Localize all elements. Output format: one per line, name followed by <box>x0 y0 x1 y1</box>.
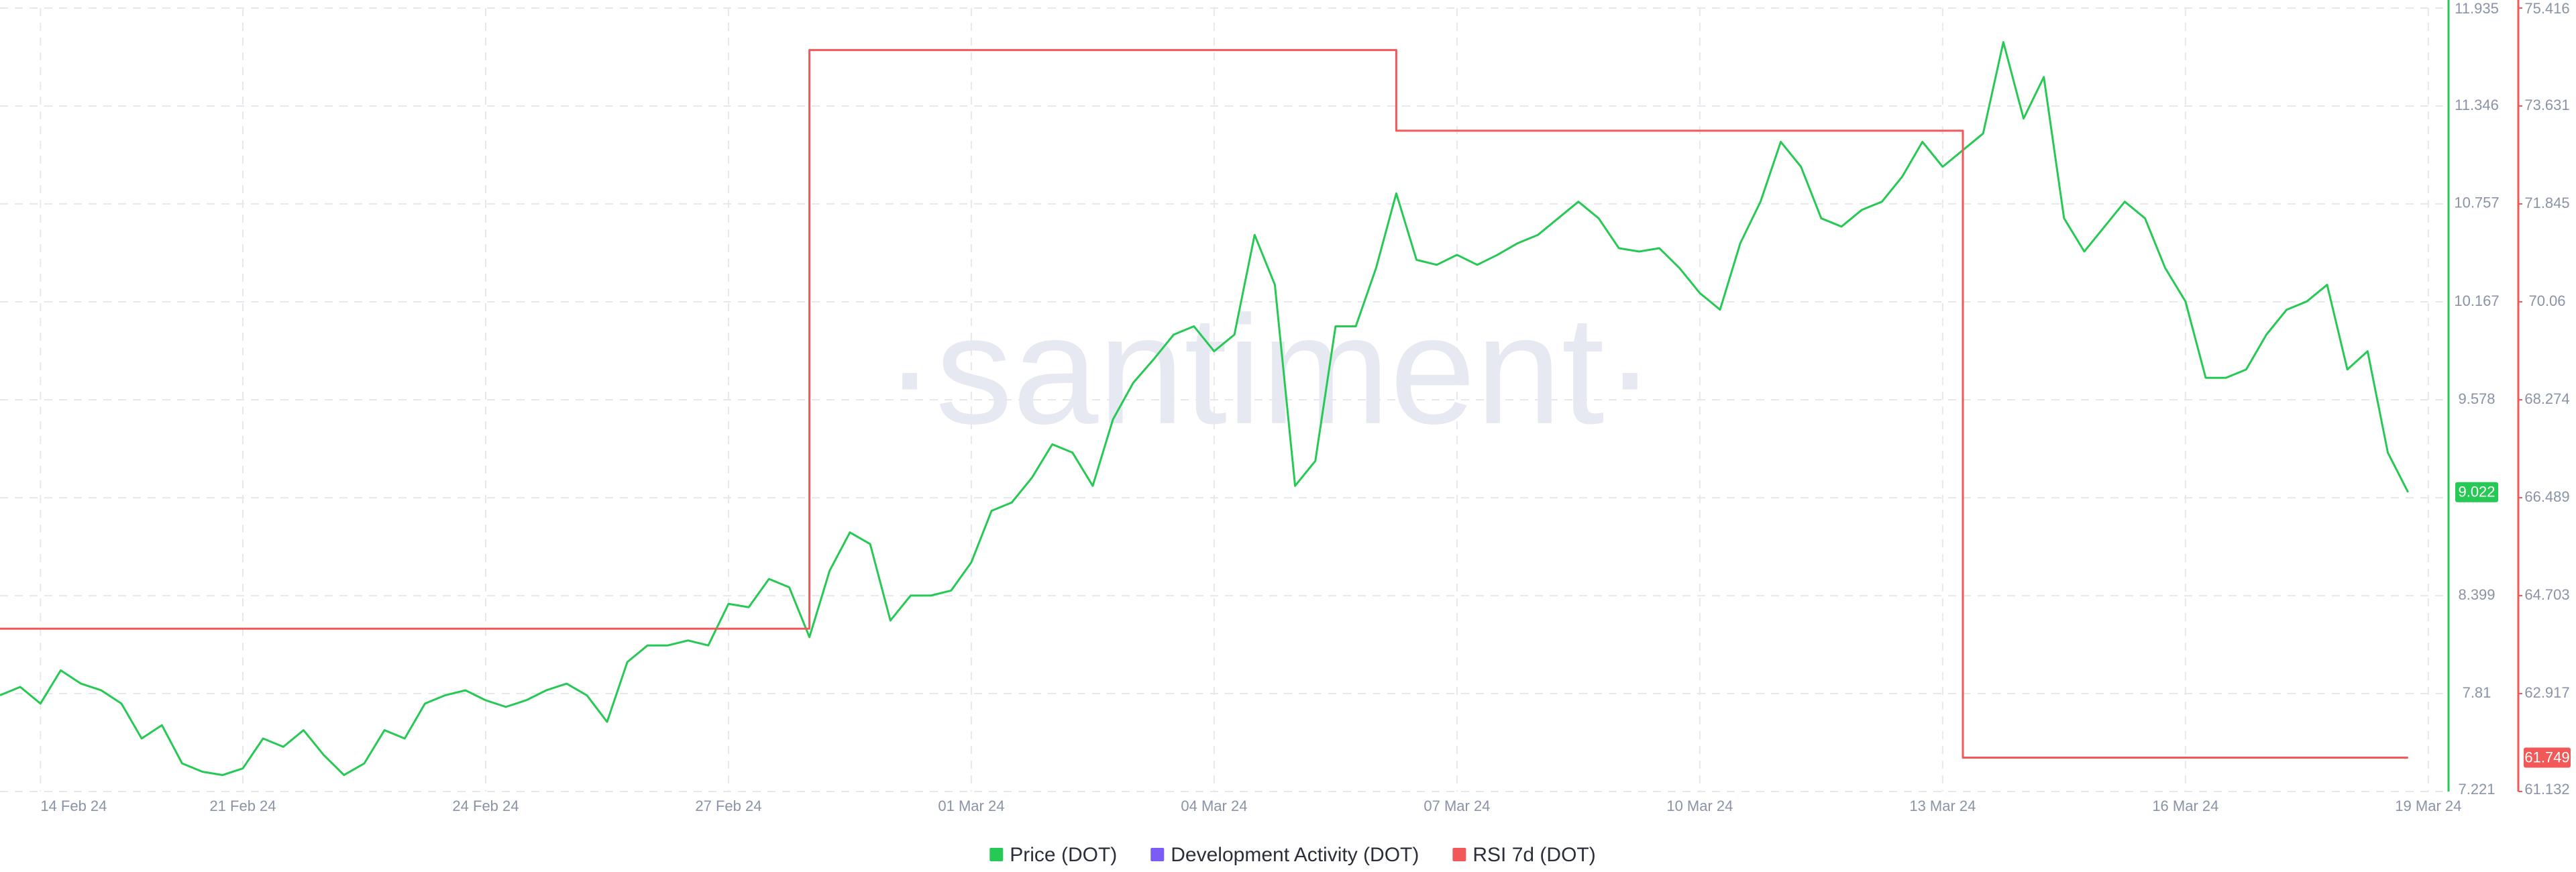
y2-tick-label: 71.845 <box>2524 195 2569 211</box>
x-tick-label: 10 Mar 24 <box>1666 798 1733 814</box>
y2-tick-label: 68.274 <box>2524 390 2569 407</box>
series-line <box>0 49 2408 759</box>
y2-tick-label: 62.917 <box>2524 684 2569 701</box>
y-tick-label: 10.757 <box>2454 195 2499 211</box>
series-line <box>0 41 2410 776</box>
value-badge <box>2524 747 2571 768</box>
y-tick-label: 10.167 <box>2454 292 2499 309</box>
x-tick-label: 07 Mar 24 <box>1424 798 1490 814</box>
x-tick-label: 16 Mar 24 <box>2152 798 2218 814</box>
x-tick-label: 19 Mar 24 <box>2395 798 2461 814</box>
y-tick-label: 11.346 <box>2455 97 2499 113</box>
y-tick-label: 7.221 <box>2458 781 2495 798</box>
y-tick-label: 11.935 <box>2455 0 2499 17</box>
y2-tick-label: 66.489 <box>2524 488 2569 505</box>
y2-tick-label: 70.06 <box>2528 292 2565 309</box>
x-tick-label: 27 Feb 24 <box>695 798 761 814</box>
legend-swatch <box>989 848 1004 861</box>
legend-swatch <box>1150 848 1165 861</box>
value-badge-label: 9.022 <box>2458 484 2495 500</box>
y-tick-label: 7.81 <box>2463 684 2491 701</box>
y2-tick-label: 64.703 <box>2524 586 2569 603</box>
x-tick-label: 14 Feb 24 <box>40 798 107 814</box>
y-tick-label: 9.578 <box>2458 390 2495 407</box>
x-tick-label: 04 Mar 24 <box>1181 798 1247 814</box>
legend-label: RSI 7d (DOT) <box>1472 844 1595 866</box>
y-tick-label: 8.399 <box>2458 586 2495 603</box>
x-tick-label: 21 Feb 24 <box>209 798 276 814</box>
value-badge-label: 61.749 <box>2524 749 2569 765</box>
y2-tick-label: 73.631 <box>2524 97 2569 113</box>
y2-tick-label: 75.416 <box>2524 0 2569 17</box>
x-tick-label: 13 Mar 24 <box>1909 798 1976 814</box>
y2-tick-label: 61.132 <box>2524 781 2569 798</box>
x-tick-label: 01 Mar 24 <box>938 798 1004 814</box>
watermark: ·santiment· <box>884 284 1656 456</box>
legend-swatch <box>1452 848 1466 861</box>
legend-label: Development Activity (DOT) <box>1171 844 1419 866</box>
x-tick-label: 24 Feb 24 <box>452 798 519 814</box>
legend-label: Price (DOT) <box>1010 844 1117 866</box>
value-badge <box>2455 482 2498 502</box>
